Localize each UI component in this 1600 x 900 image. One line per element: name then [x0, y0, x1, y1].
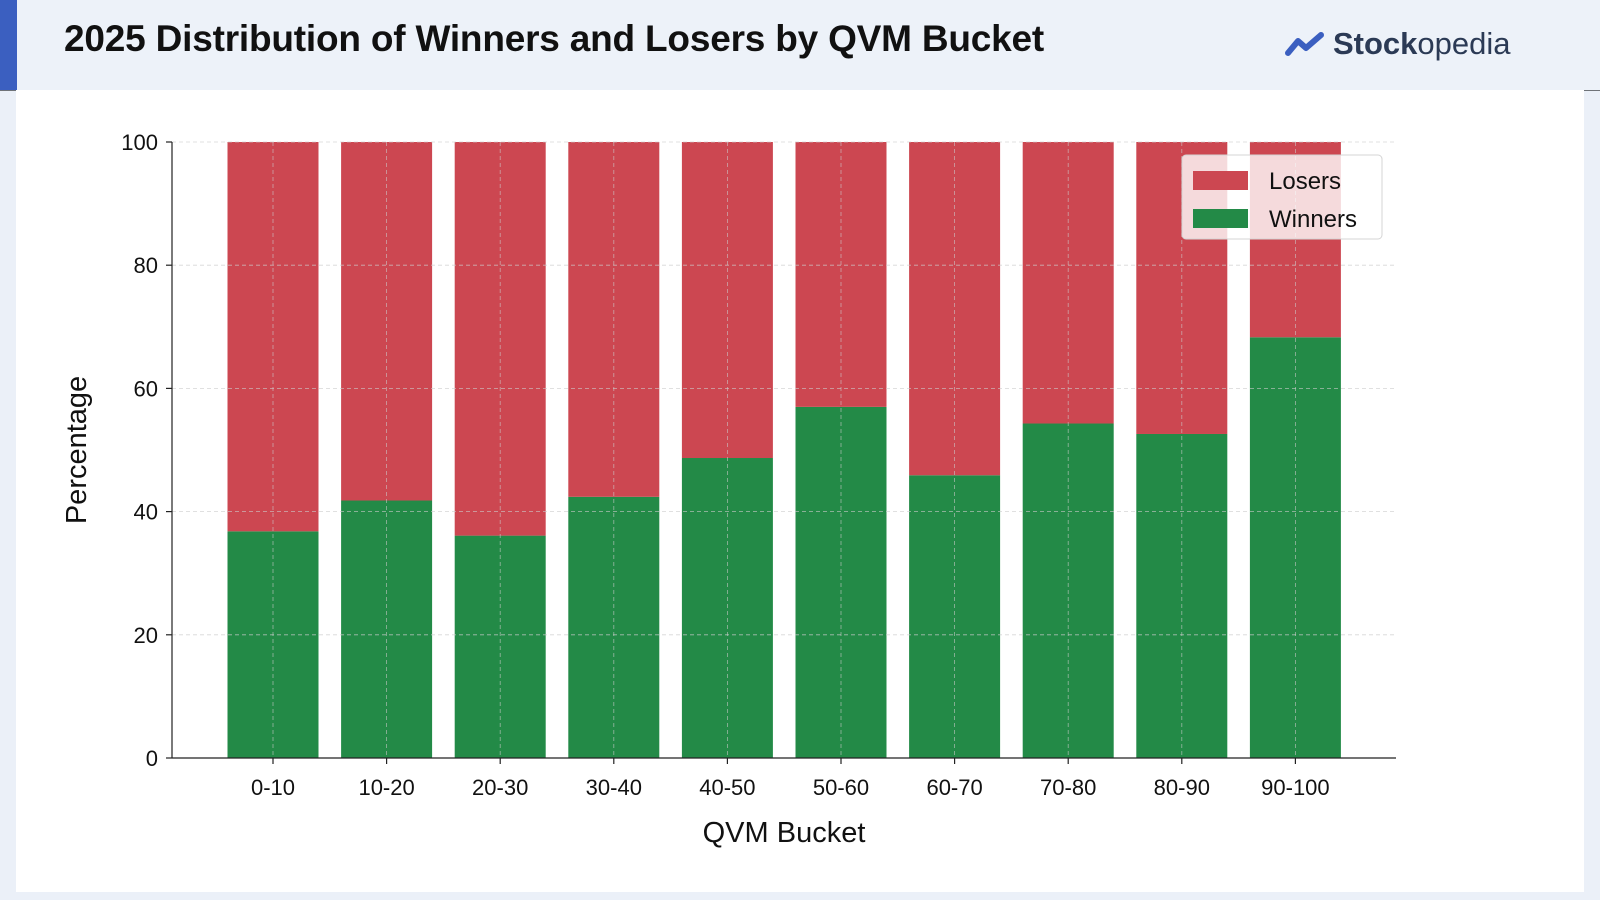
bar-losers-60-70[interactable]: [909, 142, 1001, 476]
x-tick-label-30-40: 30-40: [586, 775, 642, 800]
x-axis-title: QVM Bucket: [703, 817, 866, 849]
x-tick-label-70-80: 70-80: [1040, 775, 1096, 800]
y-tick-label-80: 80: [134, 253, 158, 278]
x-tick-label-0-10: 0-10: [251, 775, 295, 800]
bar-winners-60-70[interactable]: [909, 475, 1001, 758]
y-tick-label-20: 20: [134, 623, 158, 648]
page-title: 2025 Distribution of Winners and Losers …: [64, 18, 1045, 59]
x-tick-label-50-60: 50-60: [813, 775, 869, 800]
header: 2025 Distribution of Winners and Losers …: [0, 0, 1600, 91]
legend-label-winners: Winners: [1269, 206, 1357, 233]
x-tick-label-90-100: 90-100: [1261, 775, 1330, 800]
logo-text-light: opedia: [1417, 26, 1511, 61]
chart-panel: 0 20 40 60 80 100 0-10 10-20 20-30 30-40 40-50 50-6…: [16, 90, 1584, 892]
y-tick-label-40: 40: [134, 500, 158, 525]
legend-swatch-winners: [1193, 209, 1248, 228]
logo-text-bold: Stock: [1333, 26, 1418, 61]
x-tick-label-20-30: 20-30: [472, 775, 528, 800]
accent-bar: [0, 0, 17, 90]
legend-swatch-losers: [1193, 171, 1248, 190]
y-tick-label-60: 60: [134, 376, 158, 401]
legend-label-losers: Losers: [1269, 168, 1341, 195]
x-tick-label-60-70: 60-70: [926, 775, 982, 800]
trend-icon: [1285, 32, 1324, 56]
y-axis-title: Percentage: [61, 376, 93, 524]
y-tick-label-100: 100: [121, 130, 158, 155]
x-tick-label-80-90: 80-90: [1154, 775, 1210, 800]
logo-text: Stockopedia: [1333, 26, 1511, 62]
x-tick-label-10-20: 10-20: [358, 775, 414, 800]
bar-winners-40-50[interactable]: [681, 458, 773, 758]
x-tick-label-40-50: 40-50: [699, 775, 755, 800]
bar-winners-90-100[interactable]: [1249, 337, 1341, 758]
stockopedia-logo[interactable]: Stockopedia: [1285, 24, 1511, 64]
stacked-bar-chart: 0 20 40 60 80 100 0-10 10-20 20-30 30-40 40-50 50-6…: [61, 130, 1396, 849]
y-tick-label-0: 0: [146, 746, 158, 771]
